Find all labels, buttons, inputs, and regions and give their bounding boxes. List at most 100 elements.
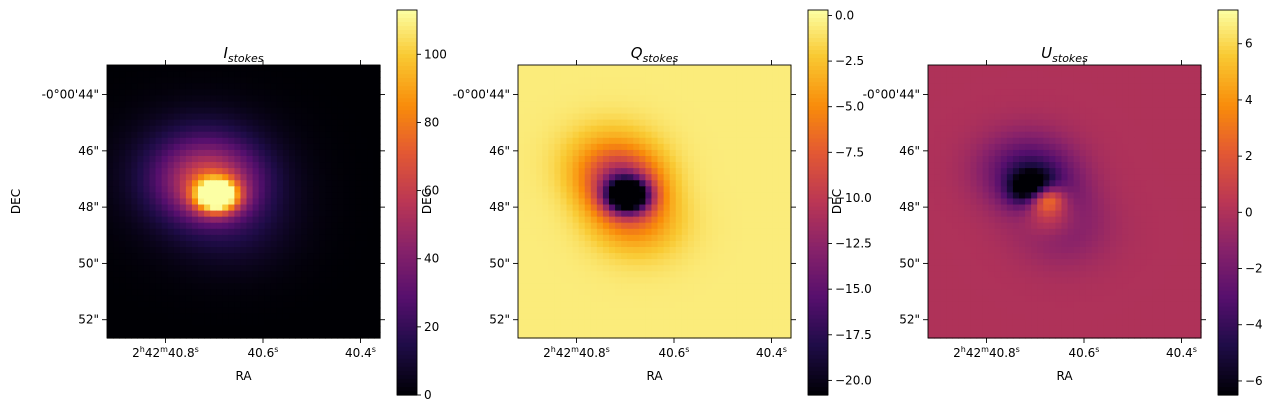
heatmap-cell [560,259,568,266]
heatmap-cell [700,259,707,266]
heatmap-cell [742,71,750,78]
colorbar-segment [808,190,828,196]
colorbar-segment [808,242,828,248]
heatmap-cell [572,65,580,72]
heatmap-cell [125,89,132,96]
heatmap-cell [724,131,731,139]
heatmap-cell [524,301,531,309]
heatmap-cell [289,174,296,181]
heatmap-cell [754,277,762,284]
heatmap-cell [645,228,653,236]
heatmap-cell [742,271,750,278]
heatmap-cell [161,204,169,212]
heatmap-cell [361,174,369,181]
heatmap-cell [361,247,369,254]
heatmap-cell [155,156,163,163]
heatmap-cell [331,313,339,321]
heatmap-cell [331,198,339,206]
heatmap-cell [554,210,562,218]
heatmap-cell [946,125,953,133]
heatmap-cell [578,240,586,248]
heatmap-cell [530,289,537,297]
heatmap-cell [742,149,750,157]
heatmap-cell [343,162,351,169]
heatmap-cell [700,313,707,321]
heatmap-cell [760,71,768,78]
colorbar-segment [397,178,417,184]
heatmap-cell [179,295,187,303]
heatmap-cell [240,71,248,78]
heatmap-cell [270,313,278,321]
heatmap-cell [542,228,549,236]
heatmap-cell [621,247,628,254]
heatmap-cell [1000,107,1008,115]
heatmap-cell [663,137,671,145]
heatmap-cell [730,319,737,327]
heatmap-cell [1006,107,1014,115]
heatmap-cell [524,277,531,284]
heatmap-cell [748,119,756,127]
heatmap-cell [578,277,586,284]
colorbar-segment [397,326,417,332]
heatmap-cell [282,113,290,121]
heatmap-cell [185,95,193,102]
heatmap-cell [1019,143,1026,151]
heatmap-cell [264,77,272,84]
heatmap-cell [609,77,616,84]
heatmap-cell [645,89,653,96]
heatmap-cell [645,222,653,230]
heatmap-cell [988,149,996,157]
heatmap-cell [687,180,695,187]
heatmap-cell [1025,131,1032,139]
heatmap-cell [518,65,525,72]
heatmap-cell [270,289,278,297]
heatmap-cell [518,301,525,309]
heatmap-cell [518,204,525,212]
heatmap-cell [530,325,537,333]
heatmap-cell [639,89,646,96]
heatmap-cell [584,119,592,127]
colorbar-segment [397,262,417,268]
heatmap-cell [602,222,610,230]
heatmap-cell [681,101,689,109]
heatmap-cell [724,186,731,193]
heatmap-cell [161,277,169,284]
heatmap-cell [179,113,187,121]
heatmap-cell [295,210,302,218]
heatmap-cell [766,131,774,139]
heatmap-cell [313,204,320,212]
heatmap-cell [276,204,284,212]
heatmap-cell [530,319,537,327]
heatmap-cell [700,198,707,206]
heatmap-cell [518,131,525,139]
heatmap-cell [222,289,229,297]
heatmap-cell [970,125,978,133]
heatmap-cell [602,143,610,151]
heatmap-cell [784,156,792,163]
heatmap-cell [264,253,272,260]
colorbar-segment [808,26,828,31]
heatmap-cell [1164,77,1172,84]
heatmap-cell [700,289,707,297]
heatmap-cell [137,222,144,230]
heatmap-cell [149,289,157,297]
heatmap-cell [964,83,972,90]
heatmap-cell [119,83,126,90]
heatmap-cell [548,174,555,181]
heatmap-cell [1000,71,1008,78]
heatmap-cell [204,216,211,224]
heatmap-cell [1134,77,1141,84]
heatmap-cell [137,149,144,157]
heatmap-cell [584,277,592,284]
heatmap-cell [246,319,254,327]
heatmap-cell [1128,125,1135,133]
heatmap-cell [107,149,114,157]
heatmap-cell [639,216,646,224]
heatmap-cell [246,295,254,303]
heatmap-cell [615,277,622,284]
heatmap-cell [216,65,223,72]
heatmap-cell [536,325,543,333]
heatmap-cell [1122,113,1129,121]
heatmap-cell [530,234,537,242]
heatmap-cell [258,265,266,272]
